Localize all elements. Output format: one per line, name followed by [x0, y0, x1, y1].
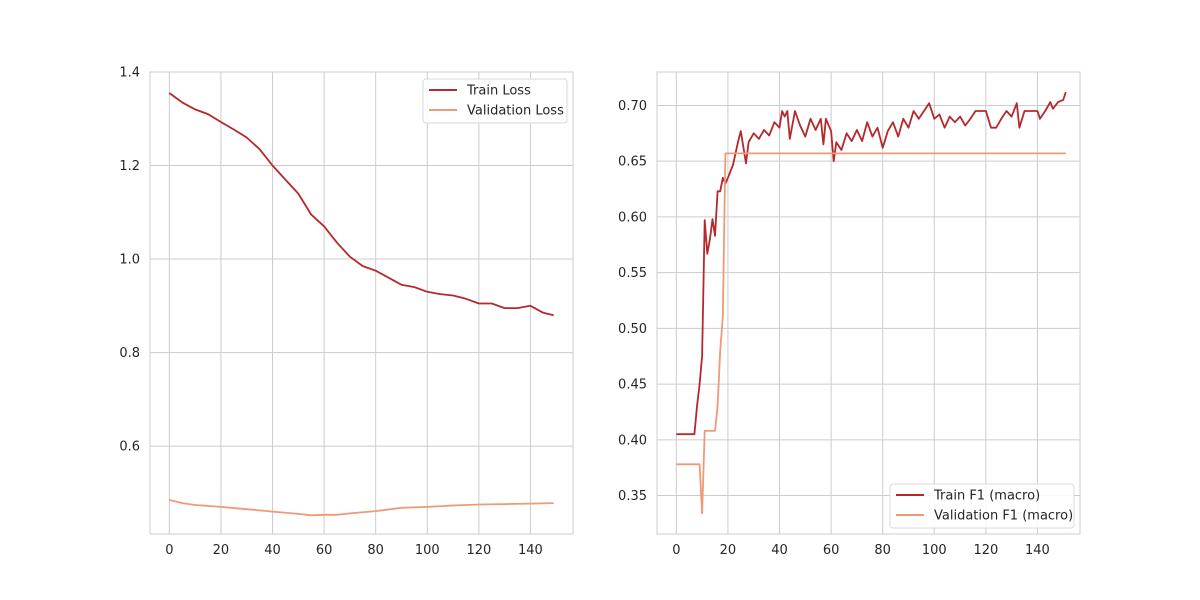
- x-tick-label: 20: [720, 543, 737, 558]
- y-tick-label: 0.60: [618, 210, 647, 225]
- f1-chart: 0 20 40 60 80 100 120 140 0.35 0.40 0.45 0.50 0.55 0.…: [618, 71, 1081, 558]
- x-tick-label: 120: [973, 543, 998, 558]
- x-tick-label: 60: [316, 543, 333, 558]
- x-tick-label: 60: [823, 543, 840, 558]
- legend-label: Validation F1 (macro): [934, 509, 1073, 524]
- legend-box: [422, 78, 568, 124]
- y-tick-label: 0.65: [618, 155, 647, 170]
- legend: Train Loss Validation Loss: [422, 78, 568, 124]
- y-tick-label: 0.35: [618, 489, 647, 504]
- x-tick-label: 120: [466, 543, 491, 558]
- x-tick-label: 80: [367, 543, 384, 558]
- y-tick-label: 0.8: [119, 346, 140, 361]
- y-tick-label: 0.45: [618, 378, 647, 393]
- legend-label: Train F1 (macro): [933, 489, 1040, 504]
- x-tick-label: 0: [165, 543, 173, 558]
- y-tick-label: 0.6: [119, 440, 140, 455]
- x-tick-label: 40: [264, 543, 281, 558]
- x-tick-label: 140: [518, 543, 543, 558]
- x-tick-label: 100: [415, 543, 440, 558]
- x-tick-label: 80: [874, 543, 891, 558]
- x-tick-label: 100: [922, 543, 947, 558]
- y-tick-label: 0.70: [618, 99, 647, 114]
- y-tick-label: 0.40: [618, 433, 647, 448]
- x-tick-label: 140: [1025, 543, 1050, 558]
- series-line-0: [676, 91, 1067, 436]
- y-tick-label: 1.4: [119, 66, 140, 81]
- legend-box: [889, 483, 1075, 529]
- x-tick-label: 0: [672, 543, 680, 558]
- plot-area: [150, 72, 573, 534]
- series-line-1: [169, 499, 554, 517]
- series-line-1: [676, 152, 1066, 515]
- plot-frame: [656, 71, 1081, 535]
- y-tick-label: 0.50: [618, 322, 647, 337]
- y-tick-label: 0.55: [618, 266, 647, 281]
- legend-label: Train Loss: [466, 84, 531, 99]
- x-tick-label: 40: [771, 543, 788, 558]
- y-tick-label: 1.2: [119, 159, 140, 174]
- y-tick-label: 1.0: [119, 253, 140, 268]
- legend-label: Validation Loss: [467, 104, 564, 119]
- x-tick-label: 20: [213, 543, 230, 558]
- series-line-0: [168, 92, 554, 317]
- loss-chart: 0 20 40 60 80 100 120 140 0.6 0.8 1.0 1.2 1.4 Train L…: [119, 66, 574, 558]
- plot-frame: [149, 71, 574, 535]
- plot-area: [657, 72, 1080, 534]
- legend: Train F1 (macro) Validation F1 (macro): [889, 483, 1075, 529]
